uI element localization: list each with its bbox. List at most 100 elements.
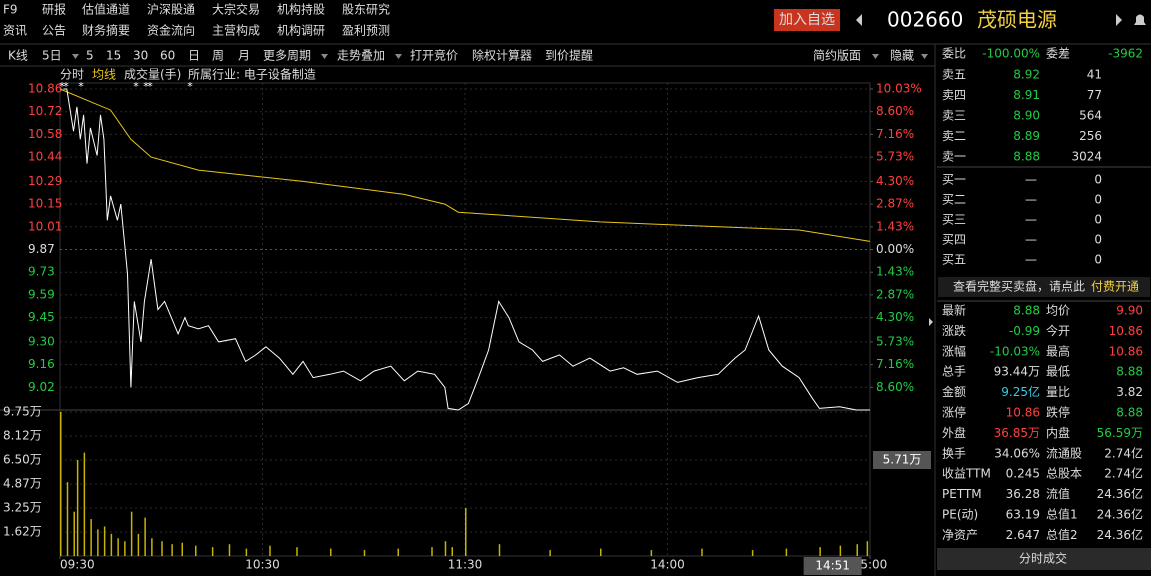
notice-bg[interactable] — [938, 277, 1150, 297]
menu-item[interactable]: 机构调研 — [277, 23, 325, 38]
toolbar-item[interactable]: 60 — [160, 49, 175, 63]
dropdown-caret[interactable] — [872, 54, 879, 59]
expand-arrow[interactable] — [929, 318, 933, 326]
top-menu-item[interactable]: F9 — [3, 3, 18, 17]
event-marker[interactable]: * — [59, 80, 65, 93]
stat-value: 36.28 — [1006, 487, 1040, 501]
volume-bar — [195, 545, 197, 556]
stat-label: 最高 — [1046, 343, 1070, 358]
toolbar-item[interactable]: 日 — [188, 49, 200, 63]
event-marker[interactable]: * — [143, 80, 149, 93]
chart-tab[interactable]: 均线 — [92, 68, 116, 82]
top-menu-item[interactable]: 机构持股 — [277, 2, 325, 17]
ask-price: 8.88 — [1013, 150, 1040, 164]
time-tick-label: 14:00 — [650, 558, 685, 572]
add-button-bg[interactable] — [774, 9, 840, 31]
toolbar-item[interactable]: K线 — [8, 49, 28, 63]
volume-bar — [549, 550, 551, 556]
pct-tick-label: 1.43% — [876, 265, 914, 279]
menu-item[interactable]: 财务摘要 — [82, 23, 130, 38]
toolbar-item[interactable]: 走势叠加 — [337, 49, 385, 63]
menu-item[interactable]: 主营构成 — [212, 23, 260, 38]
toolbar-item[interactable]: 30 — [133, 49, 148, 63]
volume-bar — [431, 547, 433, 556]
notice[interactable]: 查看完整买卖盘，请点此 — [953, 279, 1085, 294]
toolbar-item[interactable]: 更多周期 — [263, 49, 311, 63]
stat-label: 收益TTM — [942, 467, 991, 481]
pct-tick-label: 5.73% — [876, 334, 914, 348]
event-marker[interactable]: * — [133, 80, 139, 93]
toolbar-item[interactable]: 除权计算器 — [472, 48, 532, 63]
toolbar-item[interactable]: 15 — [106, 49, 121, 63]
toolbar-item[interactable]: 到价提醒 — [545, 48, 593, 63]
cursor-box — [803, 557, 862, 575]
toolbar-item[interactable]: 月 — [238, 49, 250, 63]
menu-item[interactable]: 资讯 — [3, 24, 27, 38]
price-tick-label: 10.86 — [28, 82, 62, 96]
volume-tick-label: 9.75万 — [3, 405, 42, 419]
event-marker[interactable]: * — [63, 80, 69, 93]
top-menu-item[interactable]: 股东研究 — [342, 2, 390, 17]
stat-label: 今开 — [1046, 323, 1070, 338]
trades-tab[interactable]: 分时成交 — [1019, 551, 1067, 566]
ask-label: 卖四 — [942, 88, 966, 102]
top-menu-item[interactable]: 沪深股通 — [147, 3, 195, 17]
trades-tab-bg[interactable] — [937, 548, 1151, 570]
volume-bar — [819, 547, 821, 556]
notice-link[interactable]: 付费开通 — [1091, 280, 1139, 294]
dropdown-caret[interactable] — [395, 54, 402, 59]
stat-label: 总值1 — [1046, 507, 1078, 522]
toolbar-item[interactable]: 周 — [212, 49, 224, 63]
volume-bar — [451, 547, 453, 556]
menu-item[interactable]: 资金流向 — [147, 23, 195, 38]
toolbar-item[interactable]: 隐藏 — [890, 49, 914, 63]
top-menu-item[interactable]: 研报 — [42, 2, 66, 17]
price-tick-label: 9.30 — [28, 334, 55, 348]
chart-tab[interactable]: 分时 — [60, 68, 84, 82]
event-marker[interactable]: * — [187, 80, 193, 93]
volume-tick-label: 1.62万 — [3, 525, 42, 539]
toolbar-item[interactable]: 简约版面 — [813, 48, 861, 63]
event-marker[interactable]: * — [147, 80, 153, 93]
pct-tick-label: 8.60% — [876, 104, 914, 118]
bid-label: 买二 — [942, 193, 966, 207]
volume-bar — [701, 548, 703, 556]
volume-bar — [144, 517, 146, 556]
next-arrow[interactable] — [1116, 14, 1122, 26]
stat-value: 36.85万 — [994, 426, 1040, 440]
stat-label: 流通股 — [1046, 446, 1082, 460]
menu-item[interactable]: 盈利预测 — [342, 24, 390, 38]
menu-item[interactable]: 公告 — [42, 24, 66, 38]
cursor-volume: 5.71万 — [883, 453, 922, 467]
price-tick-label: 10.01 — [28, 219, 62, 233]
volume-tick-label: 3.25万 — [3, 501, 42, 515]
toolbar-item[interactable]: 5 — [86, 49, 94, 63]
pct-tick-label: 7.16% — [876, 127, 914, 141]
stat-label: 最低 — [1046, 365, 1070, 379]
volume-bar — [839, 545, 842, 556]
volume-bar — [751, 550, 754, 556]
stat-label: 流值 — [1046, 486, 1070, 501]
top-menu-item[interactable]: 大宗交易 — [212, 2, 260, 17]
dropdown-caret[interactable] — [321, 54, 328, 59]
stat-value: 34.06% — [994, 446, 1040, 460]
prev-arrow[interactable] — [856, 14, 862, 26]
bid-price: — — [1025, 213, 1037, 227]
toolbar-item[interactable]: 5日 — [42, 49, 62, 63]
price-tick-label: 10.72 — [28, 104, 62, 118]
volume-bar — [110, 533, 113, 556]
chart-tab[interactable]: 成交量(手) — [124, 67, 181, 82]
dropdown-caret[interactable] — [72, 54, 79, 59]
bid-label: 买三 — [942, 213, 966, 227]
event-marker[interactable]: * — [78, 80, 84, 93]
volume-bar — [60, 412, 62, 556]
stat-label: 总值2 — [1046, 527, 1078, 542]
dropdown-caret[interactable] — [921, 54, 928, 59]
toolbar-item[interactable]: 打开竞价 — [410, 49, 458, 63]
add-button[interactable]: 加入自选 — [779, 12, 835, 28]
bell-icon[interactable] — [1134, 14, 1146, 26]
top-menu-item[interactable]: 估值通道 — [82, 2, 130, 17]
stat-value: -0.99 — [1009, 324, 1040, 338]
pct-tick-label: 2.87% — [876, 197, 914, 211]
stat-value: 24.36亿 — [1097, 527, 1143, 542]
